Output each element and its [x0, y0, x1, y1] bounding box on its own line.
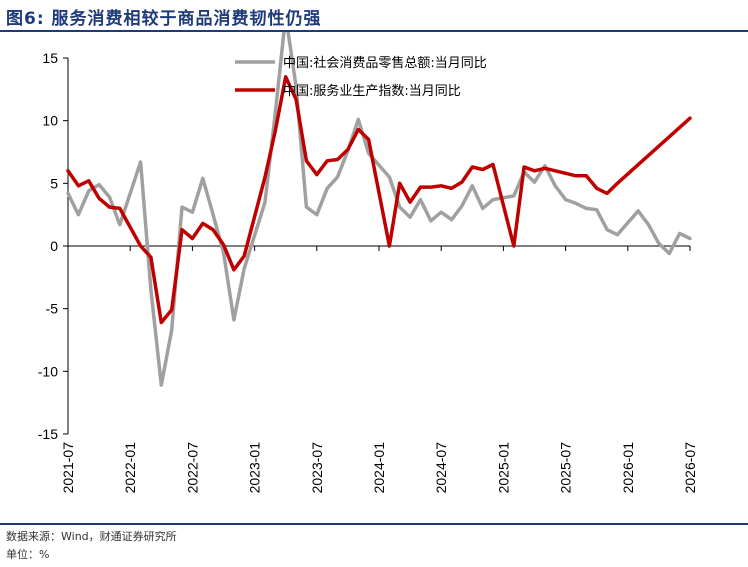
figure-title-bar: 图6: 服务消费相较于商品消费韧性仍强	[0, 0, 748, 32]
x-tick-label: 2026-07	[682, 442, 698, 494]
y-tick-label: 15	[42, 50, 58, 66]
services-index-series-line	[66, 75, 692, 325]
x-tick-label: 2021-07	[60, 442, 76, 494]
x-tick-label: 2022-07	[184, 442, 200, 494]
x-tick-label: 2024-07	[433, 442, 449, 494]
y-tick-label: 10	[42, 113, 58, 129]
y-tick-label: -10	[38, 363, 58, 379]
y-tick-label: -15	[38, 426, 58, 442]
x-tick-label: 2026-01	[620, 442, 636, 494]
y-tick-label: 0	[50, 238, 58, 254]
x-tick-label: 2025-01	[495, 442, 511, 494]
figure-title: 图6: 服务消费相较于商品消费韧性仍强	[6, 9, 322, 29]
legend-label-retail: 中国:社会消费品零售总额:当月同比	[283, 55, 487, 71]
line-chart: -15 -10 -5 0 5 10 15 2021-07 2022-01 2022-07 2023-…	[38, 32, 698, 494]
x-tick-label: 2025-07	[558, 442, 574, 494]
x-tick-label: 2023-07	[309, 442, 325, 494]
x-tick-label: 2023-01	[247, 442, 263, 494]
footer-divider	[0, 523, 748, 525]
x-tick-label: 2024-01	[371, 442, 387, 494]
title-divider	[0, 30, 748, 32]
y-tick-label: -5	[46, 301, 59, 317]
x-tick-label: 2022-01	[122, 442, 138, 494]
data-source: 数据来源：Wind，财通证券研究所	[6, 530, 177, 543]
unit-note: 单位：%	[6, 548, 50, 561]
legend-label-services: 中国:服务业生产指数:当月同比	[283, 83, 461, 99]
y-tick-label: 5	[50, 175, 58, 191]
